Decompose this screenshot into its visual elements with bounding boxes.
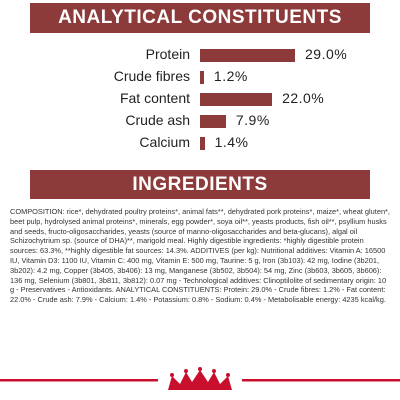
value-label: 1.2% bbox=[213, 68, 248, 84]
category-label: Calcium bbox=[139, 134, 190, 150]
section-header: ANALYTICAL CONSTITUENTS bbox=[30, 3, 370, 33]
section-header: INGREDIENTS bbox=[30, 170, 370, 199]
value-label: 7.9% bbox=[235, 112, 270, 128]
bar bbox=[200, 137, 205, 150]
ingredients-text: COMPOSITION: rice*, dehydrated poultry p… bbox=[10, 207, 390, 305]
category-label: Protein bbox=[145, 46, 190, 62]
bar bbox=[200, 49, 295, 62]
category-label: Crude fibres bbox=[113, 68, 190, 84]
value-label: 1.4% bbox=[214, 134, 249, 150]
value-label: 22.0% bbox=[282, 90, 325, 106]
bar-row: Crude ash 7.9% bbox=[0, 110, 400, 132]
bar bbox=[200, 71, 204, 84]
category-label: Crude ash bbox=[125, 112, 190, 128]
bar-row: Crude fibres 1.2% bbox=[0, 66, 400, 88]
bar-row: Protein 29.0% bbox=[0, 44, 400, 66]
bar bbox=[200, 115, 226, 128]
category-label: Fat content bbox=[119, 90, 190, 106]
bar-chart: Protein 29.0% Crude fibres 1.2% Fat content 2… bbox=[0, 44, 400, 154]
value-label: 29.0% bbox=[305, 46, 348, 62]
bar-row: Fat content 22.0% bbox=[0, 88, 400, 110]
bar bbox=[200, 93, 273, 106]
logo bbox=[168, 367, 232, 390]
bar-row: Calcium 1.4% bbox=[0, 132, 400, 154]
footer bbox=[0, 367, 400, 394]
